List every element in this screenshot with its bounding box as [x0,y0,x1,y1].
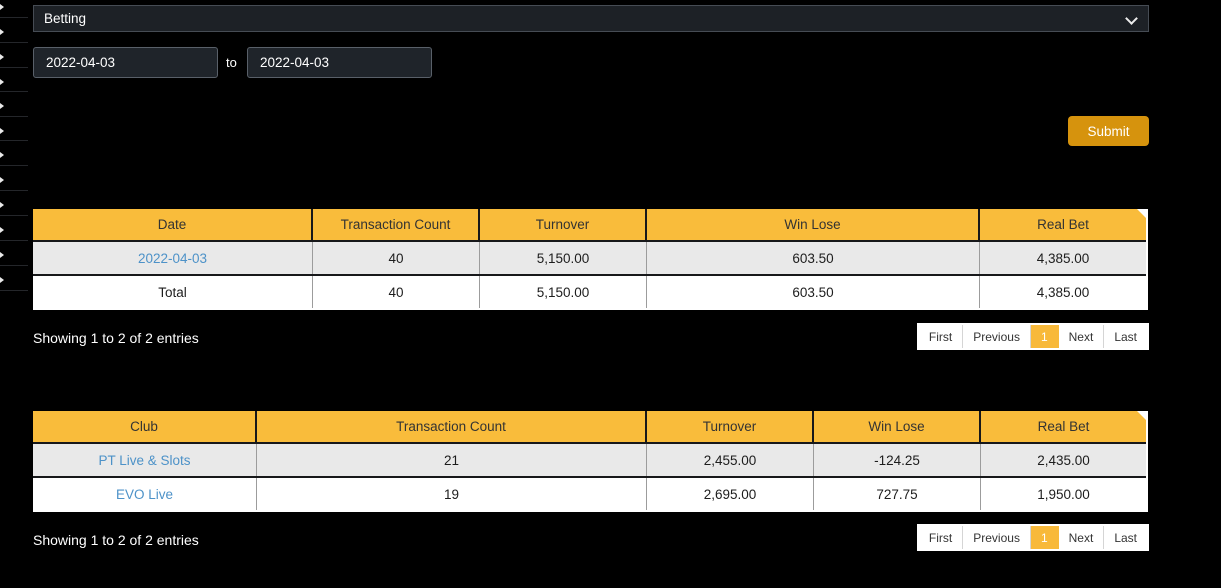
table-row: PT Live & Slots 21 2,455.00 -124.25 2,43… [33,442,1146,476]
transaction-count-cell: 40 [313,276,480,308]
date-from-value: 2022-04-03 [46,55,116,70]
club-cell: EVO Live [33,478,257,510]
sidebar-separator [0,165,28,166]
win-lose-cell: 603.50 [647,276,980,308]
table-row: 2022-04-03 40 5,150.00 603.50 4,385.00 [33,240,1146,274]
sidebar-separator [0,190,28,191]
sidebar-chevron-icon [0,152,4,158]
showing-entries-text: Showing 1 to 2 of 2 entries [33,532,199,548]
date-cell: 2022-04-03 [33,242,313,274]
sidebar-separator [0,17,28,18]
sidebar-chevron-icon [0,54,4,60]
real-bet-cell: 2,435.00 [1037,452,1090,468]
date-to-value: 2022-04-03 [260,55,330,70]
club-link[interactable]: EVO Live [115,486,174,502]
sidebar-chevron-icon [0,79,4,85]
date-range-to-label: to [226,55,237,70]
sidebar-separator [0,91,28,92]
club-report-table: Club Transaction Count Turnover Win Lose… [33,411,1148,512]
column-header-club: Club [33,411,257,442]
daily-report-table: Date Transaction Count Turnover Win Lose… [33,209,1148,310]
column-header-transaction-count: Transaction Count [257,411,647,442]
showing-entries-text: Showing 1 to 2 of 2 entries [33,330,199,346]
win-lose-cell: 603.50 [647,242,980,274]
report-type-select[interactable]: Betting [33,5,1149,32]
real-bet-cell: 4,385.00 [1036,250,1090,266]
real-bet-cell: 1,950.00 [1037,486,1090,502]
sidebar-separator [0,240,28,241]
table-row: EVO Live 19 2,695.00 727.75 1,950.00 [33,476,1146,510]
sidebar-separator [0,67,28,68]
date-link[interactable]: 2022-04-03 [137,250,208,266]
pagination-last-button[interactable]: Last [1114,329,1137,344]
column-header-real-bet: Real Bet [1037,419,1090,434]
pagination: First Previous 1 Next Last [916,524,1149,551]
table-header-row: Club Transaction Count Turnover Win Lose… [33,411,1146,442]
win-lose-cell: -124.25 [814,444,981,476]
pagination-next-button[interactable]: Next [1059,325,1105,348]
sidebar-chevron-icon [0,177,4,183]
turnover-cell: 5,150.00 [480,276,647,308]
sidebar-chevron-icon [0,4,4,10]
sidebar-separator [0,140,28,141]
turnover-cell: 5,150.00 [480,242,647,274]
table-total-row: Total 40 5,150.00 603.50 4,385.00 [33,274,1146,308]
total-label-cell: Total [33,276,313,308]
sidebar-chevron-icon [0,277,4,283]
pagination-first-button[interactable]: First [919,526,964,549]
sidebar-chevron-icon [0,227,4,233]
sidebar-separator [0,42,28,43]
date-to-input[interactable]: 2022-04-03 [247,47,432,78]
pagination-previous-button[interactable]: Previous [963,526,1031,549]
pagination-first-button[interactable]: First [919,325,964,348]
pagination: First Previous 1 Next Last [916,323,1149,350]
chevron-down-icon [1125,12,1138,25]
turnover-cell: 2,455.00 [647,444,814,476]
pagination-last-button[interactable]: Last [1114,530,1137,545]
sidebar-chevron-icon [0,128,4,134]
table-corner-fold [1137,209,1146,218]
column-header-transaction-count: Transaction Count [313,209,480,240]
report-type-selected-value: Betting [44,11,87,26]
column-header-win-lose: Win Lose [647,209,980,240]
pagination-page-1-button[interactable]: 1 [1030,325,1059,348]
column-header-win-lose: Win Lose [814,411,981,442]
club-cell: PT Live & Slots [33,444,257,476]
club-link[interactable]: PT Live & Slots [98,452,191,468]
date-from-input[interactable]: 2022-04-03 [33,47,218,78]
table-header-row: Date Transaction Count Turnover Win Lose… [33,209,1146,240]
sidebar-chevron-icon [0,202,4,208]
column-header-real-bet: Real Bet [1037,217,1089,232]
transaction-count-cell: 21 [257,444,647,476]
sidebar-chevron-icon [0,29,4,35]
turnover-cell: 2,695.00 [647,478,814,510]
column-header-turnover: Turnover [480,209,647,240]
table-corner-fold [1137,411,1146,420]
real-bet-cell: 4,385.00 [1036,284,1090,300]
pagination-previous-button[interactable]: Previous [963,325,1031,348]
transaction-count-cell: 40 [313,242,480,274]
submit-button[interactable]: Submit [1068,116,1149,146]
pagination-next-button[interactable]: Next [1059,526,1105,549]
column-header-date: Date [33,209,313,240]
win-lose-cell: 727.75 [814,478,981,510]
sidebar-separator [0,265,28,266]
sidebar-separator [0,116,28,117]
sidebar-chevron-icon [0,103,4,109]
sidebar-separator [0,290,28,291]
sidebar-chevron-icon [0,252,4,258]
column-header-turnover: Turnover [647,411,814,442]
pagination-page-1-button[interactable]: 1 [1030,526,1059,549]
sidebar-separator [0,215,28,216]
transaction-count-cell: 19 [257,478,647,510]
